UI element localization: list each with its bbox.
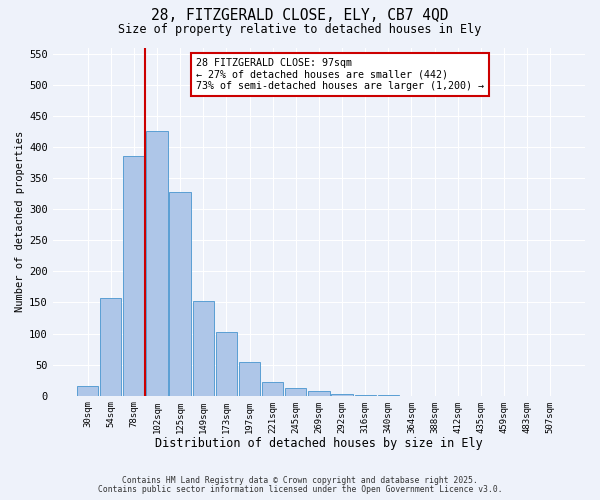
- Bar: [262, 382, 283, 396]
- Bar: [100, 298, 121, 396]
- Bar: [169, 192, 191, 396]
- X-axis label: Distribution of detached houses by size in Ely: Distribution of detached houses by size …: [155, 437, 483, 450]
- Bar: [308, 390, 329, 396]
- Y-axis label: Number of detached properties: Number of detached properties: [15, 131, 25, 312]
- Bar: [377, 395, 399, 396]
- Bar: [216, 332, 237, 396]
- Bar: [239, 362, 260, 396]
- Bar: [123, 156, 145, 396]
- Bar: [355, 395, 376, 396]
- Text: 28 FITZGERALD CLOSE: 97sqm
← 27% of detached houses are smaller (442)
73% of sem: 28 FITZGERALD CLOSE: 97sqm ← 27% of deta…: [196, 58, 484, 91]
- Bar: [146, 132, 167, 396]
- Text: Contains public sector information licensed under the Open Government Licence v3: Contains public sector information licen…: [98, 485, 502, 494]
- Text: 28, FITZGERALD CLOSE, ELY, CB7 4QD: 28, FITZGERALD CLOSE, ELY, CB7 4QD: [151, 8, 449, 22]
- Bar: [193, 300, 214, 396]
- Bar: [77, 386, 98, 396]
- Text: Contains HM Land Registry data © Crown copyright and database right 2025.: Contains HM Land Registry data © Crown c…: [122, 476, 478, 485]
- Text: Size of property relative to detached houses in Ely: Size of property relative to detached ho…: [118, 22, 482, 36]
- Bar: [331, 394, 353, 396]
- Bar: [285, 388, 307, 396]
